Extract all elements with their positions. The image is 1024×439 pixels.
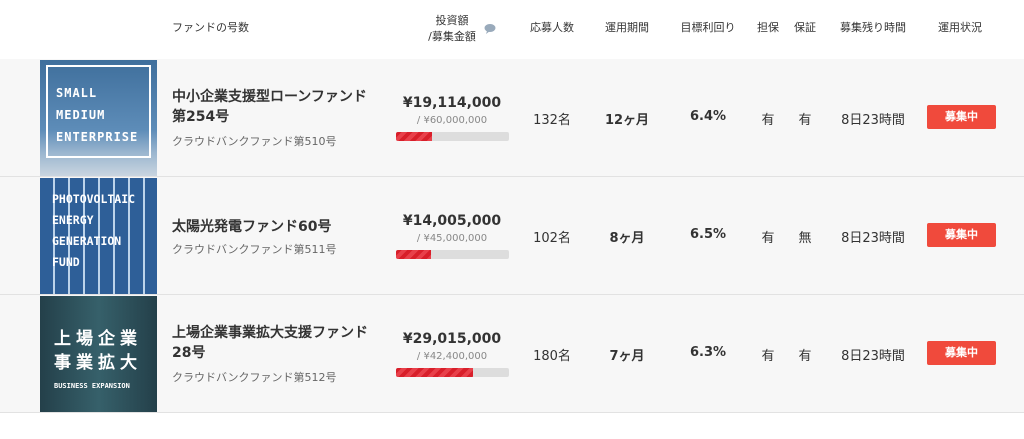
amount: ¥29,015,000 (402, 331, 502, 347)
guarantee: 無 (798, 231, 812, 246)
col-header: 目標利回り (680, 21, 736, 34)
image-text: 上場企業 (54, 329, 142, 349)
rate: 6.4% (689, 109, 727, 124)
fund-provider: クラウドバンクファンド第510号 (172, 135, 337, 148)
status-button[interactable]: 募集中 (927, 341, 996, 365)
status-button[interactable]: 募集中 (927, 105, 996, 129)
fund-provider: クラウドバンクファンド第511号 (172, 243, 337, 256)
period: 7ヶ月 (609, 349, 645, 364)
remaining: 8日23時間 (841, 231, 905, 246)
image-text: FUND (52, 255, 80, 269)
fund-row[interactable]: SMALL MEDIUM ENTERPRISE 中小企業支援型ローンファンド第254号… (0, 59, 1024, 177)
status-button[interactable]: 募集中 (927, 223, 996, 247)
col-header: 応募人数 (530, 21, 574, 34)
amount: ¥14,005,000 (402, 213, 502, 229)
progress-fill (396, 250, 432, 259)
applicants: 132名 (533, 113, 571, 128)
image-text: ENERGY (52, 213, 94, 227)
image-text: 事業拡大 (54, 353, 142, 373)
goal: / ¥60,000,000 (416, 115, 488, 126)
fund-row[interactable]: 上場企業事業拡大 BUSINESS EXPANSION 上場企業事業拡大支援ファンド… (0, 295, 1024, 413)
comment-icon[interactable] (484, 23, 496, 34)
image-text: PHOTOVOLTAIC (52, 192, 136, 206)
col-header: 運用期間 (605, 21, 649, 34)
progress-fill (396, 132, 433, 141)
applicants: 180名 (533, 349, 571, 364)
col-header: 運用状況 (938, 21, 982, 34)
fund-row[interactable]: PHOTOVOLTAIC ENERGY GENERATION FUND 太陽光発電ファン… (0, 177, 1024, 295)
col-header: 募集残り時間 (840, 21, 906, 34)
fund-image[interactable]: 上場企業事業拡大 BUSINESS EXPANSION (40, 296, 157, 412)
collateral: 有 (761, 349, 775, 364)
image-text: MEDIUM (56, 108, 106, 122)
image-frame (46, 65, 151, 158)
goal: / ¥45,000,000 (416, 233, 488, 244)
period: 8ヶ月 (609, 231, 645, 246)
amount: ¥19,114,000 (402, 95, 502, 111)
fund-name[interactable]: 中小企業支援型ローンファンド第254号 (172, 89, 367, 125)
remaining: 8日23時間 (841, 349, 905, 364)
fund-name[interactable]: 太陽光発電ファンド60号 (172, 219, 332, 235)
progress-track (396, 250, 509, 259)
collateral: 有 (761, 231, 775, 246)
progress-track (396, 132, 509, 141)
image-text: GENERATION (52, 234, 122, 248)
col-header: 担保 (757, 21, 779, 34)
rate: 6.3% (689, 345, 727, 360)
remaining: 8日23時間 (841, 113, 905, 128)
goal: / ¥42,400,000 (416, 351, 488, 362)
image-text: SMALL (56, 86, 98, 100)
fund-image[interactable]: SMALL MEDIUM ENTERPRISE (40, 60, 157, 176)
guarantee: 有 (798, 113, 812, 128)
image-text: BUSINESS EXPANSION (54, 382, 130, 390)
fund-provider: クラウドバンクファンド第512号 (172, 371, 337, 384)
fund-image[interactable]: PHOTOVOLTAIC ENERGY GENERATION FUND (40, 178, 157, 294)
rate: 6.5% (689, 227, 727, 242)
col-header: 保証 (794, 21, 816, 34)
period: 12ヶ月 (604, 113, 650, 128)
guarantee: 有 (798, 349, 812, 364)
col-header: /募集金額 (428, 30, 476, 43)
applicants: 102名 (533, 231, 571, 246)
collateral: 有 (761, 113, 775, 128)
col-header: ファンドの号数 (172, 21, 249, 34)
progress-fill (396, 368, 473, 377)
progress-track (396, 368, 509, 377)
fund-name[interactable]: 上場企業事業拡大支援ファンド28号 (172, 325, 368, 361)
image-text: ENTERPRISE (56, 130, 139, 144)
col-header: 投資額 (435, 14, 469, 27)
